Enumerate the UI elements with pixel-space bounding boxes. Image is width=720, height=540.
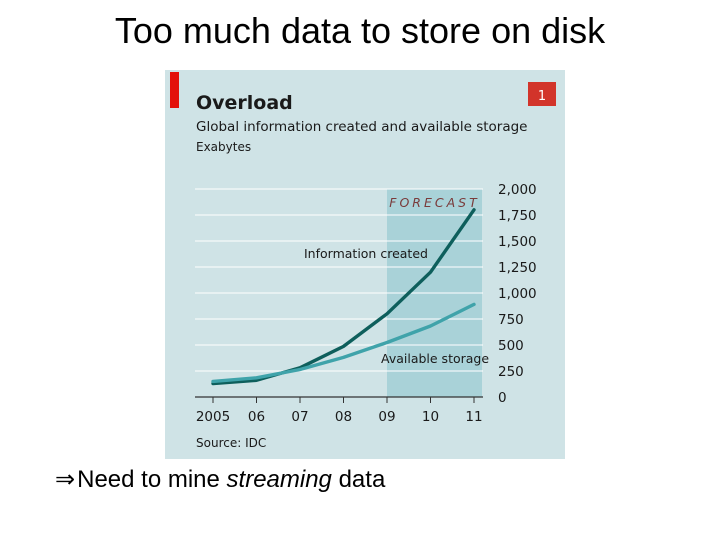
x-tick-label: 08: [335, 409, 352, 425]
series-label-available-storage: Available storage: [381, 351, 489, 366]
bullet-text-prefix: Need to mine: [77, 466, 227, 493]
y-tick-label: 1,750: [498, 208, 537, 224]
series-line-available-storage: [211, 302, 476, 384]
badge-box: [528, 82, 556, 106]
series-line-information-created: [211, 208, 476, 386]
y-tick-label: 250: [498, 364, 524, 380]
chart-svg: 1 Overload Global information created an…: [170, 72, 556, 450]
bullet-text-suffix: data: [331, 466, 386, 493]
x-tick-label: 09: [378, 409, 395, 425]
y-tick-label: 2,000: [498, 182, 537, 198]
slide-title: Too much data to store on disk: [114, 10, 606, 51]
x-tick-label: 10: [422, 409, 439, 425]
bullet-text-emphasis: streaming: [226, 466, 332, 493]
y-tick-label: 1,250: [498, 260, 537, 276]
y-tick-label: 0: [498, 390, 507, 406]
title-accent-bar: [170, 72, 179, 108]
x-tick-label: 2005: [196, 409, 230, 425]
chart-subtitle: Global information created and available…: [196, 119, 527, 135]
y-tick-label: 1,000: [498, 286, 537, 302]
series-label-information-created: Information created: [304, 246, 428, 261]
x-tick-label: 11: [465, 409, 482, 425]
forecast-label: FORECAST: [389, 195, 479, 210]
chart-title: Overload: [196, 92, 293, 114]
chart-source: Source: IDC: [196, 436, 266, 450]
bullet-arrow-icon: ⇒: [55, 466, 76, 493]
chart-panel: 1 Overload Global information created an…: [165, 70, 565, 459]
y-axis-label: Exabytes: [196, 140, 251, 154]
y-tick-label: 750: [498, 312, 524, 328]
badge-number: 1: [538, 89, 546, 104]
x-tick-label: 07: [291, 409, 308, 425]
bullet-point: ⇒Need to mine streaming data: [55, 465, 385, 494]
y-tick-label: 500: [498, 338, 524, 354]
y-tick-label: 1,500: [498, 234, 537, 250]
x-tick-label: 06: [248, 409, 265, 425]
